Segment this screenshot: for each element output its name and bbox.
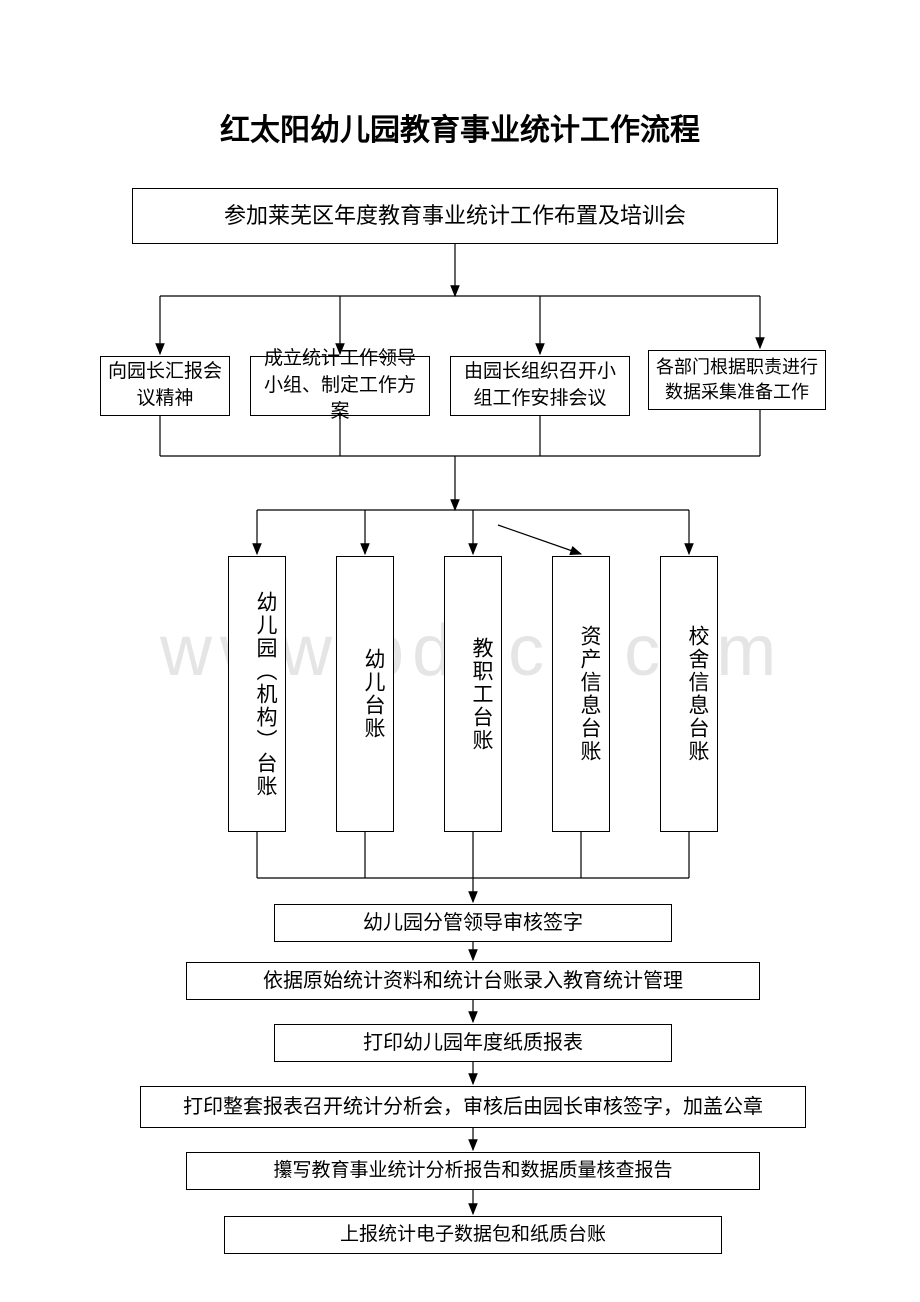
node-report-to-director: 向园长汇报会议精神 (100, 356, 230, 416)
node-write-reports: 攥写教育事业统计分析报告和数据质量核查报告 (186, 1152, 760, 1190)
node-form-leadership-group: 成立统计工作领导小组、制定工作方案 (250, 356, 430, 416)
node-ledger-children: 幼儿台账 (336, 556, 394, 832)
node-ledger-assets: 资产信息台账 (552, 556, 610, 832)
node-data-entry: 依据原始统计资料和统计台账录入教育统计管理 (186, 962, 760, 1000)
node-ledger-buildings: 校舍信息台账 (660, 556, 718, 832)
node-leader-review: 幼儿园分管领导审核签字 (274, 904, 672, 942)
node-print-annual-report: 打印幼儿园年度纸质报表 (274, 1024, 672, 1062)
page-title: 红太阳幼儿园教育事业统计工作流程 (0, 105, 920, 149)
node-group-arrangement-meeting: 由园长组织召开小组工作安排会议 (450, 356, 630, 416)
node-dept-data-collection: 各部门根据职责进行数据采集准备工作 (648, 350, 826, 410)
node-training-meeting: 参加莱芜区年度教育事业统计工作布置及培训会 (132, 188, 778, 244)
node-ledger-kindergarten: 幼儿园（机构）台账 (228, 556, 286, 832)
node-ledger-staff: 教职工台账 (444, 556, 502, 832)
node-submit-data: 上报统计电子数据包和纸质台账 (224, 1216, 722, 1254)
node-analysis-meeting: 打印整套报表召开统计分析会，审核后由园长审核签字，加盖公章 (140, 1086, 806, 1128)
